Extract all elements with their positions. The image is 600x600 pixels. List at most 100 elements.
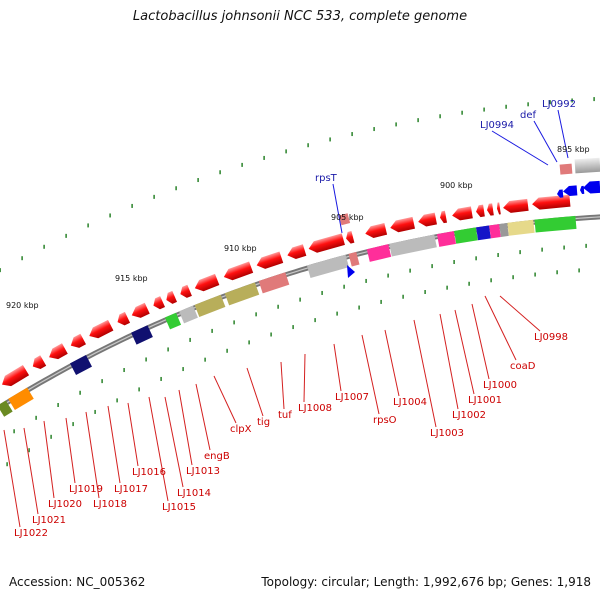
scale-tick — [255, 312, 257, 317]
scale-tick — [417, 118, 419, 123]
gene-feature — [563, 185, 578, 196]
gene-feature — [179, 305, 198, 324]
scale-tick — [365, 278, 367, 283]
scale-tick — [277, 304, 279, 309]
scale-tick — [50, 434, 52, 439]
scale-tick — [571, 98, 573, 103]
scale-tick — [409, 268, 411, 273]
scale-tick — [593, 97, 595, 102]
gene-feature — [194, 294, 226, 318]
leader-line — [148, 396, 169, 502]
scale-tick — [101, 379, 103, 384]
scale-tick — [497, 253, 499, 258]
scale-tick — [351, 132, 353, 137]
gene-feature — [131, 302, 150, 318]
scale-tick — [490, 278, 492, 283]
gene-label: LJ1016 — [132, 467, 166, 478]
scale-tick — [380, 299, 382, 304]
scale-tick — [226, 348, 228, 353]
scale-tick — [211, 328, 213, 333]
leader-line — [557, 109, 569, 159]
gene-feature — [70, 355, 92, 375]
gene-feature — [180, 284, 192, 298]
gene-labels: 895 kbp 900 kbp 905 kbp 910 kbp 915 kbp 920 k… — [6, 99, 590, 539]
gene-feature — [580, 185, 585, 195]
scale-tick — [21, 256, 23, 261]
gene-label: rpsT — [315, 173, 338, 184]
gene-feature — [256, 251, 284, 269]
scale-tick — [145, 357, 147, 362]
scale-tick — [28, 448, 30, 453]
gene-feature — [49, 343, 68, 360]
scale-tick — [505, 104, 507, 109]
scale-tick — [13, 429, 15, 434]
gene-feature — [557, 189, 564, 198]
scale-tick — [94, 409, 96, 414]
gene-feature — [338, 213, 351, 226]
gene-feature — [389, 234, 437, 257]
gene-label: LJ0998 — [534, 332, 568, 343]
scale-tick — [0, 268, 1, 273]
gene-label: LJ0992 — [542, 99, 576, 110]
gene-feature — [2, 365, 30, 387]
gene-feature — [224, 282, 260, 306]
gene-label: LJ1003 — [430, 428, 464, 439]
gene-feature — [0, 400, 13, 417]
kbp-label: 905 kbp — [331, 213, 364, 222]
scale-tick — [72, 422, 74, 427]
gene-feature — [454, 227, 478, 244]
gene-label: LJ1020 — [48, 499, 82, 510]
gene-feature — [117, 311, 131, 326]
gene-feature — [306, 254, 350, 278]
gene-feature — [346, 231, 355, 244]
gene-label: rpsO — [373, 415, 397, 426]
scale-tick — [373, 127, 375, 132]
leader-line — [280, 361, 285, 410]
leader-line — [213, 375, 237, 424]
gene-feature — [532, 194, 571, 210]
gene-feature — [131, 325, 153, 345]
scale-tick — [241, 162, 243, 167]
gene-label: LJ1013 — [186, 466, 220, 477]
scale-tick — [138, 387, 140, 392]
gene-label: LJ1019 — [69, 484, 103, 495]
gene-label: def — [520, 110, 537, 121]
leader-line — [454, 309, 475, 395]
gene-label: LJ1007 — [335, 392, 369, 403]
scale-tick — [153, 194, 155, 199]
gene-feature — [440, 210, 448, 224]
scale-dots — [0, 97, 595, 467]
scale-tick — [446, 285, 448, 290]
scale-tick — [563, 245, 565, 250]
scale-tick — [461, 110, 463, 115]
leader-line — [499, 295, 541, 332]
leader-line — [361, 334, 380, 415]
gene-feature — [503, 198, 529, 213]
gene-feature — [574, 157, 600, 174]
scale-tick — [292, 325, 294, 330]
gene-feature — [258, 272, 290, 294]
leader-line — [23, 427, 39, 515]
gene-feature — [89, 319, 114, 339]
scale-tick — [541, 247, 543, 252]
leader-line — [43, 420, 55, 499]
gene-label: tig — [257, 417, 270, 428]
gene-feature — [308, 233, 345, 253]
leader-line — [195, 383, 211, 451]
gene-label: tuf — [278, 410, 292, 421]
leader-line — [178, 389, 193, 466]
leader-line — [164, 396, 184, 488]
gene-feature — [166, 290, 178, 304]
gene-feature — [390, 216, 415, 233]
scale-tick — [424, 290, 426, 294]
scale-tick — [527, 102, 529, 107]
scale-tick — [204, 357, 206, 362]
gene-label: LJ1015 — [162, 502, 196, 513]
gene-feature — [287, 244, 307, 260]
gene-feature — [436, 231, 457, 247]
gene-label: LJ1022 — [14, 528, 48, 539]
accession-text: Accession: NC_005362 — [9, 575, 146, 589]
scale-tick — [512, 275, 514, 280]
gene-feature — [559, 163, 573, 175]
